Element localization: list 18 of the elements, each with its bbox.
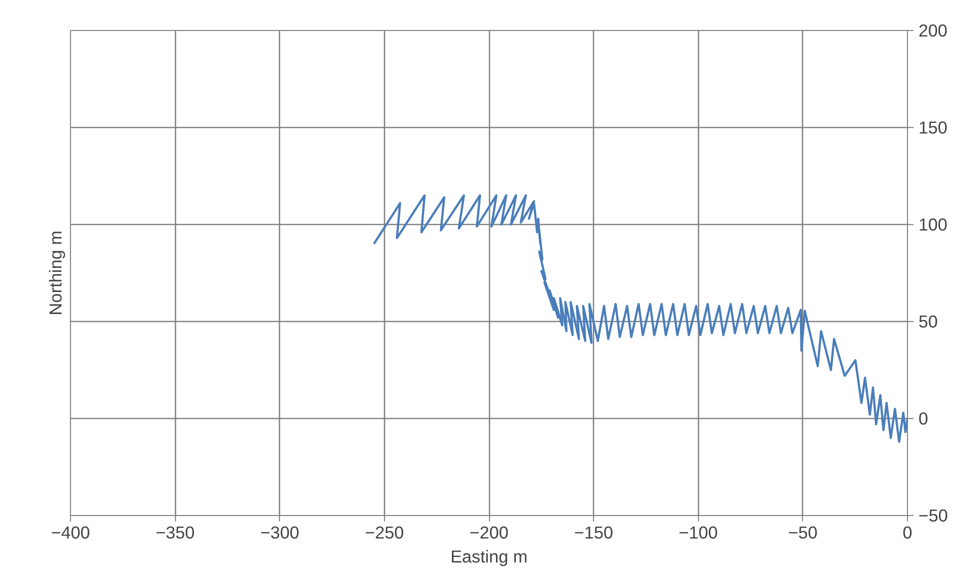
x-axis-title: Easting m xyxy=(450,546,528,566)
y-tick-label: 0 xyxy=(918,408,928,428)
line-series xyxy=(372,194,908,443)
y-tick-label: −50 xyxy=(918,506,948,526)
x-tick-label: −200 xyxy=(469,522,509,542)
y-tick-label: 150 xyxy=(918,118,948,138)
x-tick-label: −250 xyxy=(364,522,404,542)
y-tick-label: 50 xyxy=(918,312,938,332)
x-tick-label: 0 xyxy=(902,522,912,542)
x-tick-label: −300 xyxy=(260,522,300,542)
x-tick-label: −350 xyxy=(156,522,195,542)
x-tick-label: −400 xyxy=(50,522,90,542)
x-tick-label: −100 xyxy=(678,522,718,542)
y-axis-title: Northing m xyxy=(46,230,66,316)
y-tick-label: 200 xyxy=(918,20,948,40)
x-tick-label: −150 xyxy=(574,522,614,542)
x-tick-label: −50 xyxy=(788,522,818,542)
y-tick-label: 100 xyxy=(918,214,948,234)
